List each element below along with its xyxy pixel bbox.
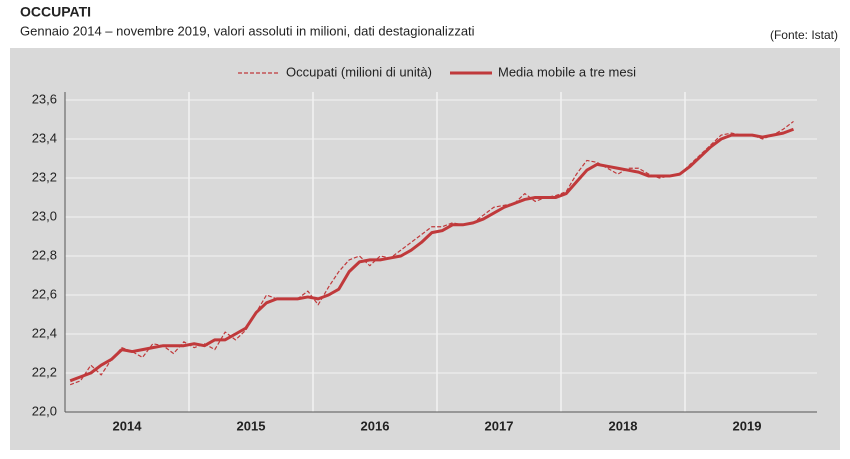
legend-label: Occupati (milioni di unità) — [286, 64, 432, 79]
plot-background — [10, 48, 840, 450]
x-tick-label: 2017 — [485, 418, 514, 433]
x-tick-label: 2018 — [609, 418, 638, 433]
chart-subtitle: Gennaio 2014 – novembre 2019, valori ass… — [20, 23, 475, 38]
y-tick-label: 23,6 — [32, 91, 57, 106]
x-tick-label: 2019 — [733, 418, 762, 433]
y-tick-label: 23,0 — [32, 208, 57, 223]
chart-title: OCCUPATI — [20, 4, 91, 20]
x-tick-label: 2015 — [237, 418, 266, 433]
y-tick-label: 22,8 — [32, 247, 57, 262]
y-tick-label: 22,4 — [32, 325, 57, 340]
y-tick-label: 23,4 — [32, 130, 57, 145]
y-tick-label: 23,2 — [32, 169, 57, 184]
x-tick-label: 2016 — [361, 418, 390, 433]
x-tick-label: 2014 — [113, 418, 143, 433]
source: (Fonte: Istat) — [770, 28, 838, 42]
y-tick-label: 22,0 — [32, 403, 57, 418]
legend-label: Media mobile a tre mesi — [498, 64, 636, 79]
y-tick-label: 22,6 — [32, 286, 57, 301]
series-line — [69, 127, 795, 383]
y-tick-label: 22,2 — [32, 364, 57, 379]
